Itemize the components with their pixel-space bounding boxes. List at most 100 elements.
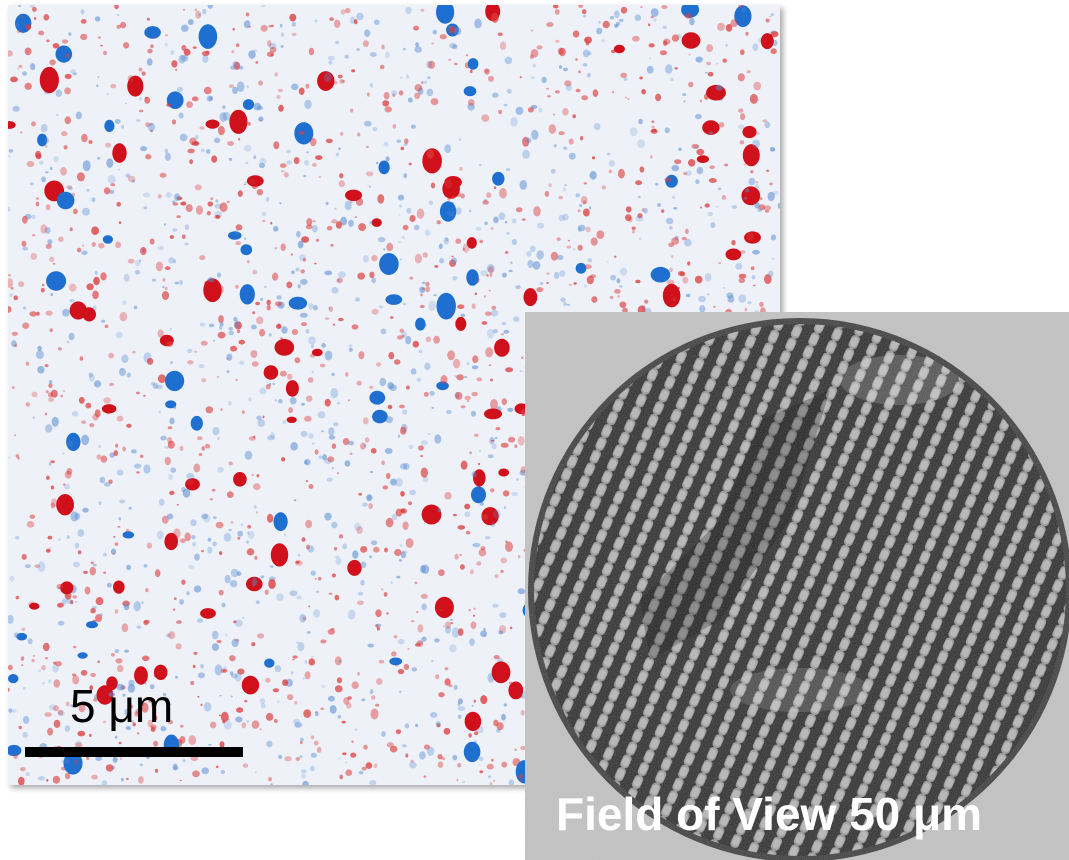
spot bbox=[11, 287, 14, 290]
spot bbox=[125, 103, 127, 105]
spot bbox=[433, 294, 436, 296]
spot bbox=[678, 148, 681, 151]
spot bbox=[256, 511, 258, 514]
spot bbox=[455, 207, 461, 214]
spot bbox=[242, 676, 259, 695]
spot bbox=[339, 173, 343, 178]
spot bbox=[38, 669, 41, 672]
spot bbox=[413, 26, 419, 31]
spot bbox=[431, 98, 439, 105]
spot bbox=[304, 416, 312, 422]
spot bbox=[301, 431, 308, 437]
spot bbox=[461, 405, 466, 408]
spot bbox=[383, 142, 388, 147]
spot bbox=[48, 679, 51, 683]
spot bbox=[573, 30, 580, 37]
spot bbox=[406, 208, 411, 214]
spot bbox=[81, 435, 89, 446]
spot bbox=[116, 25, 121, 29]
spot bbox=[50, 167, 52, 170]
spot bbox=[413, 341, 419, 348]
spot bbox=[34, 17, 36, 20]
spot bbox=[379, 253, 399, 275]
spot bbox=[270, 47, 277, 53]
spot bbox=[680, 272, 685, 277]
spot bbox=[531, 130, 538, 140]
spot bbox=[542, 77, 547, 83]
scale-bar bbox=[25, 747, 243, 757]
spot bbox=[275, 301, 282, 306]
spot bbox=[450, 619, 453, 621]
spot bbox=[363, 417, 369, 424]
spot bbox=[46, 311, 53, 316]
spot bbox=[492, 172, 504, 186]
spot bbox=[504, 104, 508, 107]
spot bbox=[367, 644, 374, 648]
spot bbox=[509, 779, 515, 786]
spot bbox=[563, 302, 566, 306]
spot bbox=[247, 260, 250, 263]
spot bbox=[136, 392, 140, 395]
spot bbox=[408, 501, 412, 505]
spot bbox=[267, 40, 272, 46]
spot bbox=[95, 271, 98, 275]
spot bbox=[311, 753, 317, 758]
spot bbox=[334, 20, 340, 28]
spot bbox=[253, 103, 261, 111]
spot bbox=[298, 284, 301, 288]
spot bbox=[747, 70, 751, 73]
spot bbox=[669, 226, 673, 230]
spot bbox=[70, 227, 73, 231]
spot bbox=[493, 509, 501, 519]
spot bbox=[440, 201, 456, 221]
spot bbox=[753, 285, 756, 287]
spot bbox=[445, 667, 449, 670]
spot bbox=[485, 536, 490, 539]
spot bbox=[394, 635, 398, 638]
spot bbox=[206, 149, 210, 154]
spot bbox=[661, 5, 667, 9]
spot bbox=[381, 329, 387, 335]
spot bbox=[77, 172, 85, 181]
spot bbox=[329, 17, 333, 21]
spot bbox=[49, 380, 53, 384]
spot bbox=[75, 543, 80, 549]
spot bbox=[86, 757, 89, 760]
spot bbox=[296, 642, 299, 644]
spot bbox=[513, 316, 519, 322]
spot bbox=[640, 6, 642, 8]
spot bbox=[590, 171, 597, 180]
spot bbox=[673, 297, 676, 301]
spot bbox=[244, 700, 247, 703]
spot bbox=[672, 165, 680, 171]
spot bbox=[297, 642, 304, 651]
spot bbox=[200, 608, 216, 619]
spot bbox=[64, 87, 71, 94]
spot bbox=[192, 542, 196, 547]
spot bbox=[563, 68, 568, 71]
spot bbox=[258, 419, 265, 427]
spot bbox=[434, 638, 440, 642]
spot bbox=[390, 746, 398, 753]
spot bbox=[747, 301, 751, 304]
spot bbox=[296, 757, 301, 761]
spot bbox=[118, 169, 120, 171]
spot bbox=[335, 41, 339, 44]
spot bbox=[38, 561, 46, 572]
spot bbox=[626, 206, 632, 212]
spot bbox=[252, 584, 255, 587]
spot bbox=[96, 597, 104, 605]
spot bbox=[259, 329, 265, 337]
spot bbox=[253, 49, 258, 52]
spot bbox=[695, 179, 699, 184]
spot bbox=[338, 271, 346, 278]
spot bbox=[518, 436, 525, 446]
inset-panel: Field of View 50 μm bbox=[525, 312, 1069, 860]
spot bbox=[237, 81, 245, 92]
spot bbox=[303, 709, 311, 718]
spot bbox=[474, 700, 476, 703]
spot bbox=[135, 270, 140, 275]
spot bbox=[18, 281, 24, 287]
spot bbox=[227, 201, 230, 203]
spot bbox=[348, 610, 356, 620]
